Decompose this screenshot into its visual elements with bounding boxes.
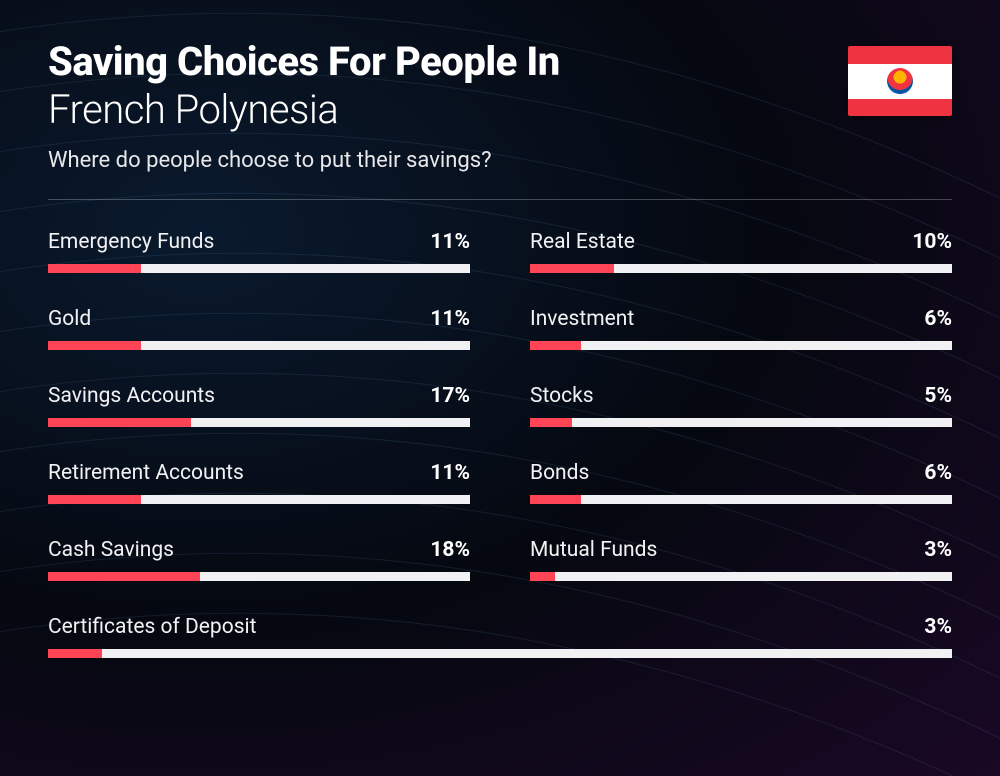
- bar-label: Savings Accounts: [48, 384, 215, 408]
- bar-item: Savings Accounts 17%: [48, 384, 470, 427]
- bar-value: 11%: [430, 230, 470, 254]
- title-line-1: Saving Choices For People In: [48, 40, 828, 84]
- bar-item-head: Stocks 5%: [530, 384, 952, 408]
- bar-label: Real Estate: [530, 230, 635, 254]
- bar-track: [48, 418, 470, 427]
- titles: Saving Choices For People In French Poly…: [48, 40, 828, 173]
- bar-item: Certificates of Deposit 3%: [48, 615, 952, 658]
- bar-fill: [48, 495, 141, 504]
- bar-value: 3%: [924, 538, 952, 562]
- bar-item: Retirement Accounts 11%: [48, 461, 470, 504]
- bar-value: 11%: [430, 307, 470, 331]
- bar-value: 17%: [430, 384, 470, 408]
- bar-fill: [530, 572, 555, 581]
- bar-track: [48, 572, 470, 581]
- bar-fill: [530, 495, 581, 504]
- bar-fill: [48, 264, 141, 273]
- bar-track: [530, 572, 952, 581]
- bar-item: Real Estate 10%: [530, 230, 952, 273]
- infographic-content: Saving Choices For People In French Poly…: [0, 0, 1000, 698]
- bar-item: Emergency Funds 11%: [48, 230, 470, 273]
- bar-fill: [530, 418, 572, 427]
- bar-fill: [530, 264, 614, 273]
- bar-fill: [530, 341, 581, 350]
- bar-value: 11%: [430, 461, 470, 485]
- bar-item-head: Gold 11%: [48, 307, 470, 331]
- bar-track: [530, 418, 952, 427]
- divider: [48, 199, 952, 200]
- bar-fill: [48, 572, 200, 581]
- bar-label: Cash Savings: [48, 538, 174, 562]
- bar-label: Gold: [48, 307, 91, 331]
- bar-item-head: Bonds 6%: [530, 461, 952, 485]
- bar-item: Cash Savings 18%: [48, 538, 470, 581]
- bar-track: [48, 495, 470, 504]
- bar-value: 10%: [912, 230, 952, 254]
- bar-item: Bonds 6%: [530, 461, 952, 504]
- bars-grid: Emergency Funds 11% Real Estate 10% Gold 11% I…: [48, 230, 952, 658]
- bar-track: [48, 649, 952, 658]
- title-line-2: French Polynesia: [48, 86, 828, 134]
- subtitle: Where do people choose to put their savi…: [48, 148, 828, 173]
- bar-fill: [48, 418, 191, 427]
- bar-label: Bonds: [530, 461, 589, 485]
- bar-track: [48, 341, 470, 350]
- bar-value: 3%: [924, 615, 952, 639]
- bar-value: 5%: [924, 384, 952, 408]
- bar-label: Stocks: [530, 384, 594, 408]
- bar-track: [48, 264, 470, 273]
- bar-item-head: Savings Accounts 17%: [48, 384, 470, 408]
- bar-item: Investment 6%: [530, 307, 952, 350]
- bar-value: 6%: [924, 307, 952, 331]
- bar-item-head: Cash Savings 18%: [48, 538, 470, 562]
- bar-item: Mutual Funds 3%: [530, 538, 952, 581]
- bar-item: Gold 11%: [48, 307, 470, 350]
- bar-item-head: Retirement Accounts 11%: [48, 461, 470, 485]
- bar-label: Retirement Accounts: [48, 461, 244, 485]
- bar-label: Emergency Funds: [48, 230, 214, 254]
- bar-label: Certificates of Deposit: [48, 615, 257, 639]
- bar-track: [530, 264, 952, 273]
- flag-icon: [848, 46, 952, 116]
- header: Saving Choices For People In French Poly…: [48, 40, 952, 173]
- bar-item-head: Real Estate 10%: [530, 230, 952, 254]
- bar-item-head: Emergency Funds 11%: [48, 230, 470, 254]
- bar-item: Stocks 5%: [530, 384, 952, 427]
- bar-value: 18%: [430, 538, 470, 562]
- bar-label: Mutual Funds: [530, 538, 657, 562]
- bar-track: [530, 341, 952, 350]
- bar-item-head: Investment 6%: [530, 307, 952, 331]
- bar-item-head: Mutual Funds 3%: [530, 538, 952, 562]
- bar-label: Investment: [530, 307, 634, 331]
- bar-item-head: Certificates of Deposit 3%: [48, 615, 952, 639]
- bar-track: [530, 495, 952, 504]
- bar-fill: [48, 649, 102, 658]
- bar-value: 6%: [924, 461, 952, 485]
- bar-fill: [48, 341, 141, 350]
